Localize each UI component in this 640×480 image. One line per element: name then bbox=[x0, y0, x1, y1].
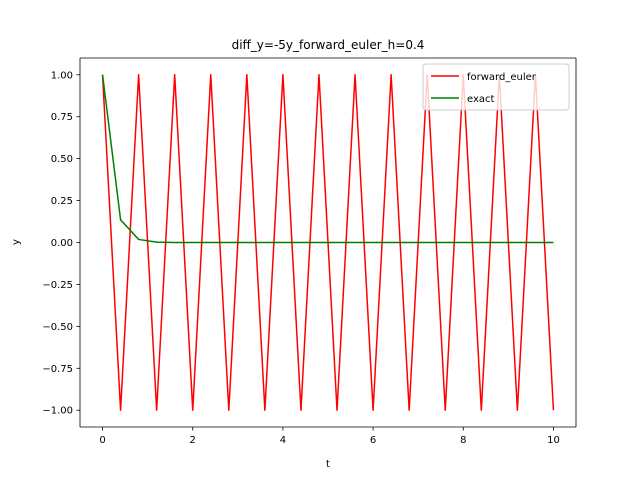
x-tick-label: 6 bbox=[370, 435, 376, 446]
y-axis-ticks: −1.00 −0.75 −0.50 −0.25 0.00 0.25 0.50 0.75 1.00 bbox=[42, 70, 80, 417]
y-tick-label: 0.00 bbox=[51, 238, 73, 249]
y-tick-label: −0.50 bbox=[42, 322, 73, 333]
chart-title: diff_y=-5y_forward_euler_h=0.4 bbox=[232, 38, 425, 52]
y-axis-label: y bbox=[11, 239, 22, 245]
legend-label-forward-euler: forward_euler bbox=[467, 72, 537, 83]
x-tick-label: 0 bbox=[99, 435, 105, 446]
y-tick-label: 0.75 bbox=[51, 112, 73, 123]
x-axis-label: t bbox=[326, 459, 330, 470]
legend-box bbox=[422, 63, 570, 111]
x-tick-label: 10 bbox=[547, 435, 560, 446]
y-tick-label: 0.50 bbox=[51, 154, 73, 165]
x-axis-ticks: 0 2 4 6 8 10 bbox=[99, 427, 560, 446]
legend-label-exact: exact bbox=[467, 94, 495, 105]
series-layer bbox=[101, 74, 555, 411]
y-tick-label: −0.25 bbox=[42, 280, 73, 291]
y-tick-label: −0.75 bbox=[42, 364, 73, 375]
series-line-exact bbox=[101, 74, 554, 244]
x-tick-label: 8 bbox=[460, 435, 466, 446]
x-tick-label: 4 bbox=[280, 435, 286, 446]
y-tick-label: 0.25 bbox=[51, 196, 73, 207]
legend: forward_euler exact bbox=[422, 63, 570, 111]
x-tick-label: 2 bbox=[190, 435, 196, 446]
y-tick-label: 1.00 bbox=[51, 70, 73, 81]
y-tick-label: −1.00 bbox=[42, 406, 73, 417]
plot-frame bbox=[79, 57, 577, 428]
